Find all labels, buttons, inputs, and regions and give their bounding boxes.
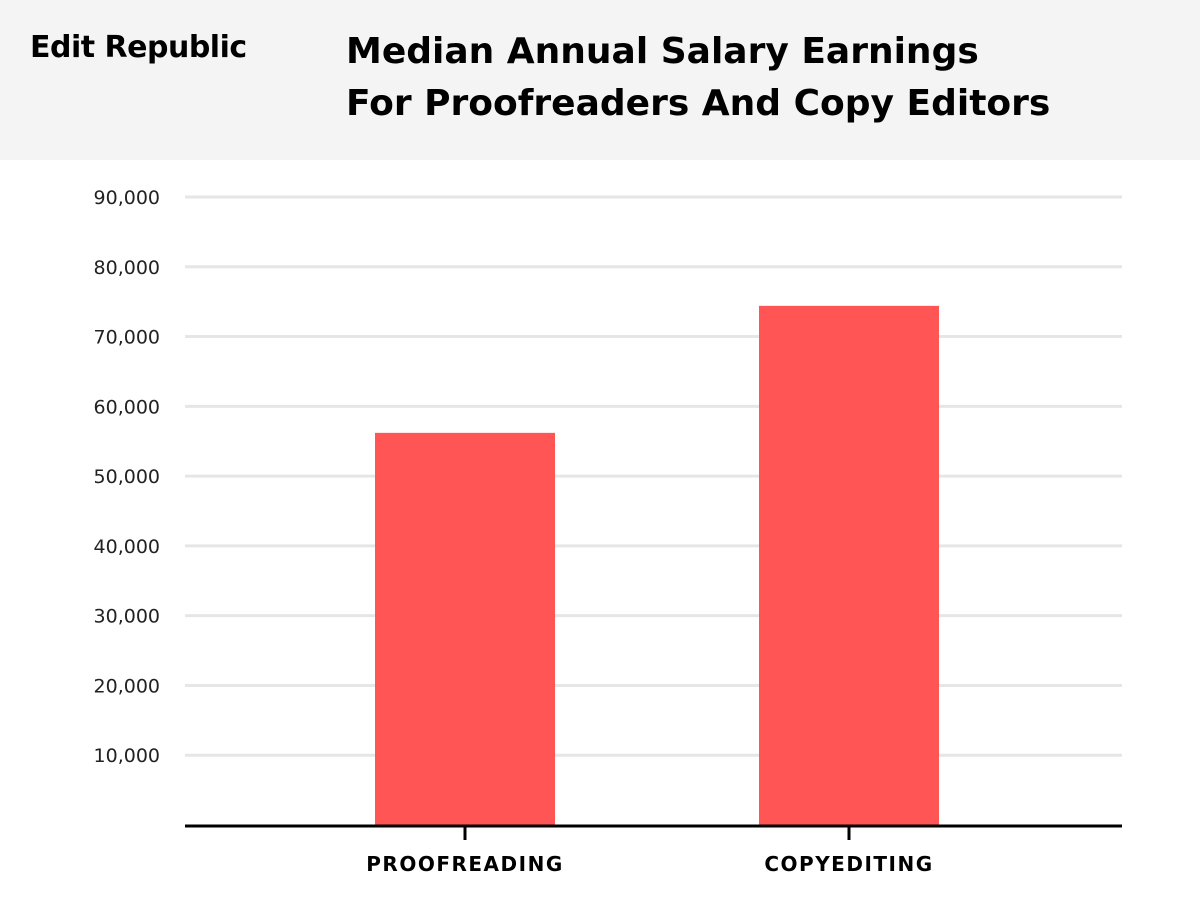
y-tick-label: 80,000 xyxy=(94,257,160,279)
brand-logo: Edit Republic xyxy=(30,30,247,65)
chart-title-line-2: For Proofreaders And Copy Editors xyxy=(346,83,1051,124)
y-tick-label: 60,000 xyxy=(94,396,160,418)
gridlines xyxy=(185,195,1122,757)
bar-chart: 10,000 20,000 30,000 40,000 50,000 60,000 70,0… xyxy=(94,187,1122,876)
y-axis-tick-labels: 10,000 20,000 30,000 40,000 50,000 60,000 70,0… xyxy=(94,187,160,767)
y-tick-label: 90,000 xyxy=(94,187,160,209)
header-bar: Edit Republic Median Annual Salary Earni… xyxy=(0,0,1200,160)
y-tick-label: 70,000 xyxy=(94,327,160,349)
chart-title: Median Annual Salary Earnings For Proofr… xyxy=(346,26,1050,130)
chart-title-line-1: Median Annual Salary Earnings xyxy=(346,31,979,72)
x-category-label: COPYEDITING xyxy=(764,852,933,876)
x-axis xyxy=(185,824,1122,840)
y-tick-label: 30,000 xyxy=(94,606,160,628)
y-tick-label: 10,000 xyxy=(94,745,160,767)
x-category-label: PROOFREADING xyxy=(366,852,563,876)
y-tick-label: 50,000 xyxy=(94,466,160,488)
x-axis-category-labels: PROOFREADING COPYEDITING xyxy=(366,852,933,876)
bar-copyediting xyxy=(759,305,939,825)
y-tick-label: 20,000 xyxy=(94,675,160,697)
bars xyxy=(375,305,939,825)
y-tick-label: 40,000 xyxy=(94,536,160,558)
bar-proofreading xyxy=(375,432,555,825)
